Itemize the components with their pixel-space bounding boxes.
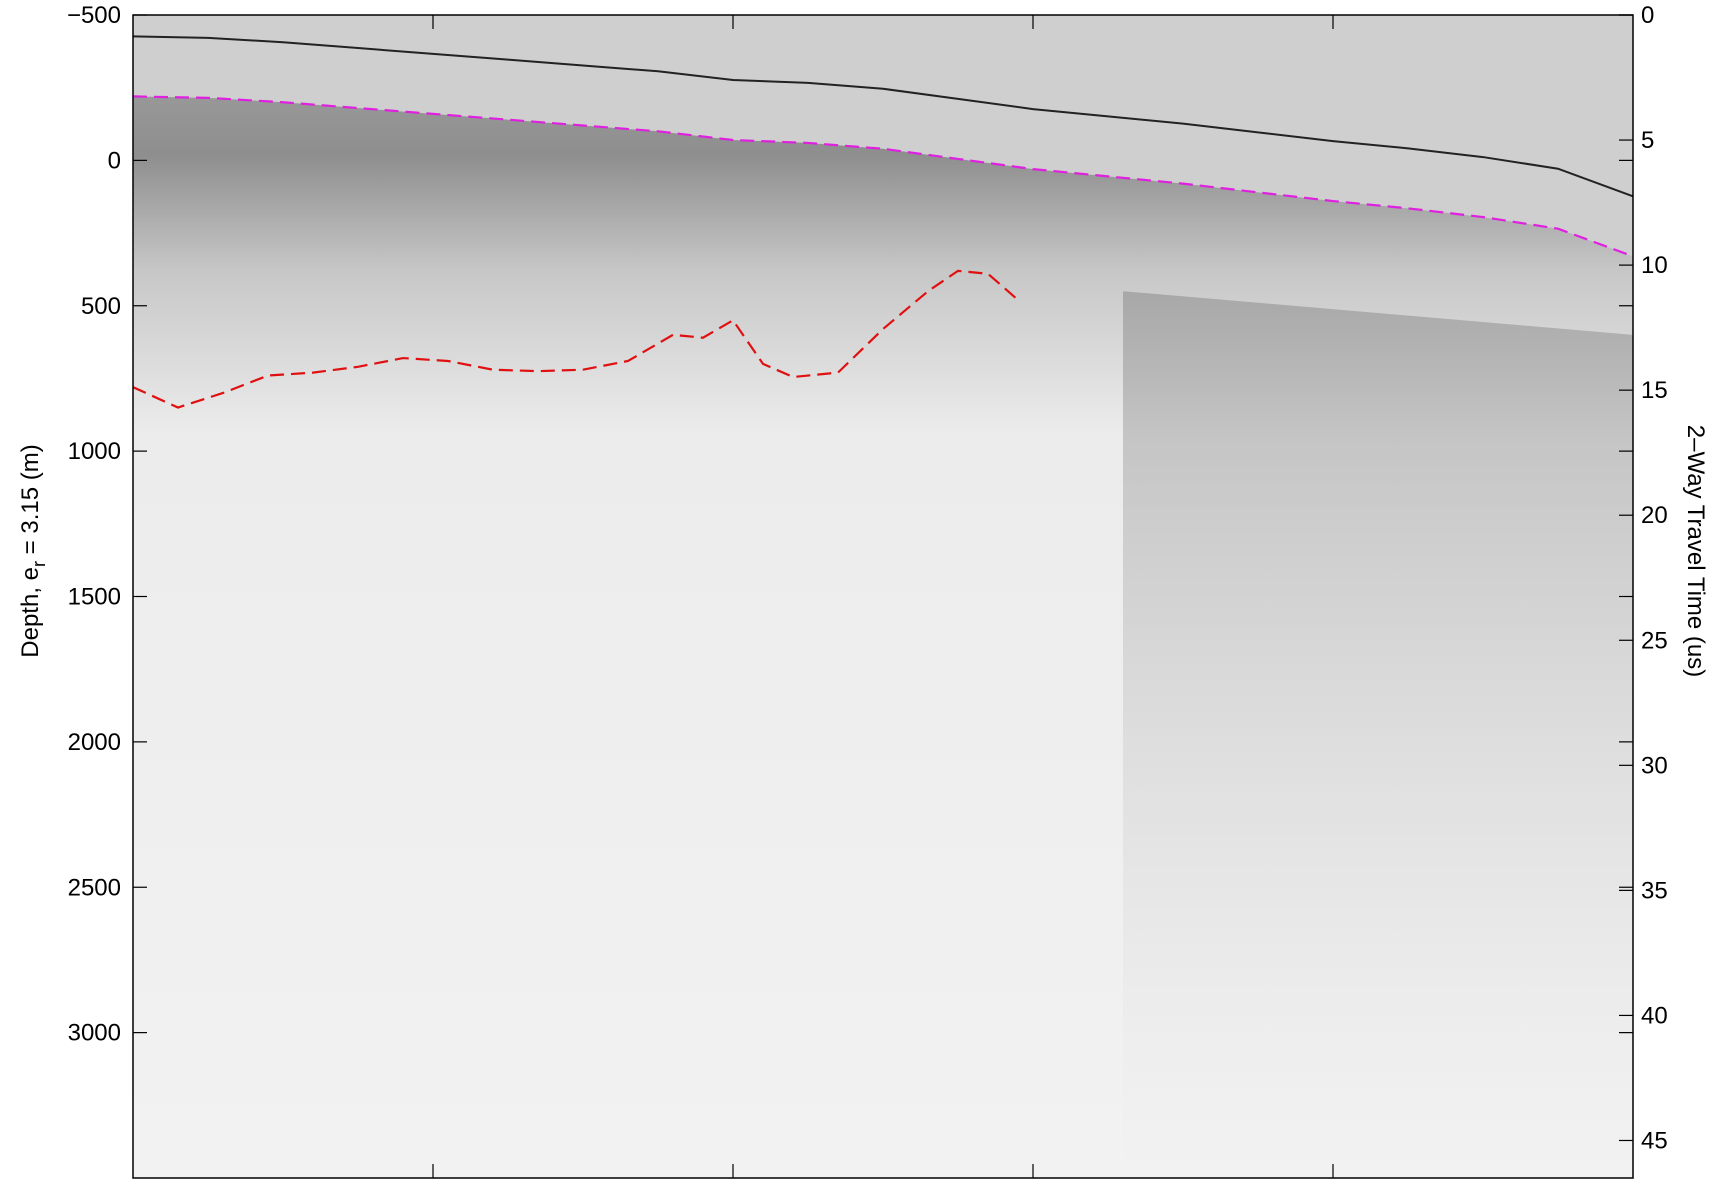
right-axis: 0 5 10 15 20 25 30 35 40 45 xyxy=(1619,2,1668,1154)
y2-tick-label: 5 xyxy=(1641,127,1654,154)
y2-tick-label: 25 xyxy=(1641,627,1668,654)
bed-pick-line xyxy=(133,269,1019,409)
y-tick-label: 2500 xyxy=(68,874,121,901)
y-tick-label: 2000 xyxy=(68,729,121,756)
y2-tick-label: 10 xyxy=(1641,252,1668,279)
y2-tick-label: 15 xyxy=(1641,377,1668,404)
bottom-axis xyxy=(432,15,1334,1178)
plot-area xyxy=(133,15,1633,1178)
air-layer xyxy=(133,15,1633,257)
y-tick-label: 3000 xyxy=(68,1020,121,1047)
y-axis-label: Depth, er = 3.15 (m) xyxy=(17,444,49,657)
y2-tick-label: 35 xyxy=(1641,877,1668,904)
aircraft-reflection-line xyxy=(133,35,1633,198)
y-tick-label: 1500 xyxy=(68,584,121,611)
y-tick-label: 0 xyxy=(108,147,121,174)
y2-tick-label: 20 xyxy=(1641,502,1668,529)
series-layer xyxy=(133,95,1633,409)
y2-tick-label: 0 xyxy=(1641,2,1654,29)
y-tick-label: 500 xyxy=(81,293,121,320)
y-tick-label: −500 xyxy=(67,2,121,29)
y2-tick-label: 30 xyxy=(1641,752,1668,779)
deep-scattering-region xyxy=(1123,291,1633,1178)
y-tick-label: 1000 xyxy=(68,438,121,465)
y2-tick-label: 45 xyxy=(1641,1127,1668,1154)
y2-axis-label: 2–Way Travel Time (us) xyxy=(1682,425,1709,678)
y2-tick-label: 40 xyxy=(1641,1002,1668,1029)
left-axis: −500 0 500 1000 1500 2000 2500 3000 xyxy=(67,2,1633,1047)
